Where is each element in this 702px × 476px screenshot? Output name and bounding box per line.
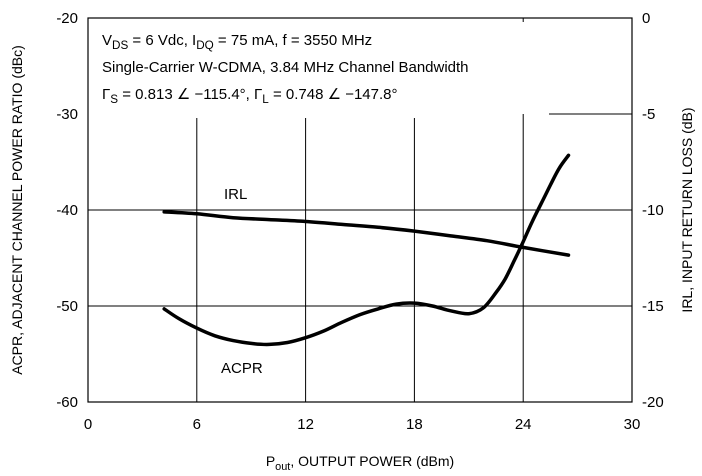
x-tick-label: 30 xyxy=(624,416,641,433)
series-label-acpr: ACPR xyxy=(221,360,263,377)
y-left-tick-label: -50 xyxy=(56,298,78,315)
x-tick-label: 12 xyxy=(297,416,314,433)
tick-labels: 0 6 12 18 24 30-60-50-40-30-20-20-15-10-50 xyxy=(56,10,663,433)
y-right-tick-label: -5 xyxy=(642,106,655,123)
annotation-background xyxy=(92,22,547,114)
series-acpr-line xyxy=(162,153,571,347)
y-left-tick-label: -30 xyxy=(56,106,78,123)
y-right-tick-label: -15 xyxy=(642,298,664,315)
annotation-box: VDS​ = 6 Vdc, IDQ​ = 75 mA, f = 3550 MHz… xyxy=(92,22,547,114)
series-label-irl: IRL xyxy=(224,186,247,203)
plot-border xyxy=(87,17,633,403)
y-right-axis-title: IRL, INPUT RETURN LOSS (dB) xyxy=(679,107,695,312)
x-tick-label: 18 xyxy=(406,416,423,433)
y-right-tick-label: -10 xyxy=(642,202,664,219)
y-right-tick-label: 0 xyxy=(642,10,650,27)
x-tick-label: 0 xyxy=(84,416,92,433)
series-layer: IRL ACPR xyxy=(162,153,571,377)
annotation-line: Single-Carrier W-CDMA, 3.84 MHz Channel … xyxy=(102,59,469,76)
axis-titles: Pout​, OUTPUT POWER (dBm) ACPR, ADJACENT … xyxy=(9,45,695,473)
series-irl-line xyxy=(162,210,571,257)
y-right-tick-label: -20 xyxy=(642,394,664,411)
x-tick-label: 24 xyxy=(515,416,532,433)
annotation-line: ΓS​ = 0.813 ∠ −115.4°, ΓL​ = 0.748 ∠ −14… xyxy=(102,86,398,106)
x-axis-title: Pout​, OUTPUT POWER (dBm) xyxy=(266,453,454,473)
y-left-tick-label: -60 xyxy=(56,394,78,411)
plot-frame xyxy=(87,17,633,403)
y-left-tick-label: -20 xyxy=(56,10,78,27)
x-tick-label: 6 xyxy=(193,416,201,433)
annotation-line: VDS​ = 6 Vdc, IDQ​ = 75 mA, f = 3550 MHz xyxy=(102,32,372,52)
y-left-axis-title: ACPR, ADJACENT CHANNEL POWER RATIO (dBc) xyxy=(9,45,25,375)
y-left-tick-label: -40 xyxy=(56,202,78,219)
